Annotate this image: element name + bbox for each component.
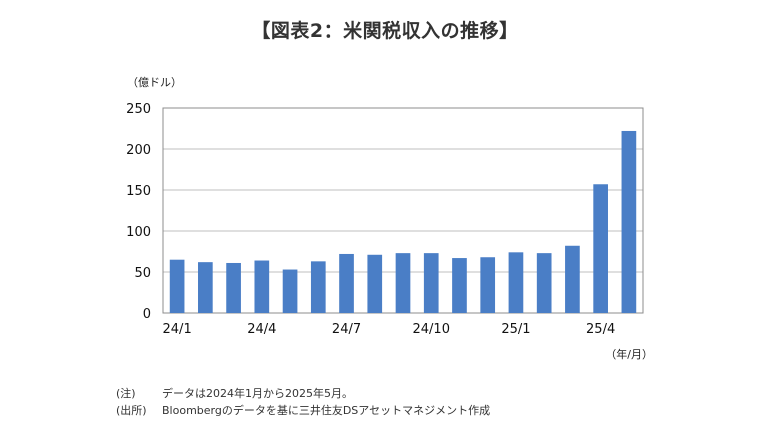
x-tick-label: 25/4 bbox=[586, 322, 615, 337]
bar bbox=[198, 262, 213, 313]
notes: (注) データは2024年1月から2025年5月。 (出所) Bloomberg… bbox=[116, 385, 490, 419]
bar bbox=[395, 253, 411, 313]
y-tick-label: 50 bbox=[134, 266, 151, 281]
note-key: (注) bbox=[116, 387, 136, 400]
bar bbox=[226, 262, 241, 313]
bar bbox=[310, 261, 326, 313]
source-key: (出所) bbox=[116, 404, 147, 417]
bar bbox=[565, 245, 580, 313]
bar bbox=[282, 269, 298, 313]
bar bbox=[254, 260, 270, 313]
y-tick-label: 250 bbox=[126, 102, 151, 117]
source-text: Bloombergのデータを基に三井住友DSアセットマネジメント作成 bbox=[162, 404, 491, 417]
x-tick-label: 24/1 bbox=[163, 322, 192, 337]
x-tick-label: 24/7 bbox=[332, 322, 361, 337]
bar bbox=[536, 253, 552, 313]
bar bbox=[367, 254, 383, 313]
bar bbox=[169, 259, 185, 313]
chart-title: 【図表2：米関税収入の推移】 bbox=[251, 20, 519, 42]
x-axis-unit: （年/月） bbox=[605, 347, 653, 361]
y-axis-unit: （億ドル） bbox=[127, 76, 182, 89]
x-tick-label: 24/10 bbox=[413, 322, 450, 337]
y-tick-label: 100 bbox=[126, 225, 151, 240]
x-tick-label: 24/4 bbox=[247, 322, 276, 337]
bar bbox=[339, 253, 354, 313]
y-tick-label: 0 bbox=[143, 307, 151, 322]
bar bbox=[593, 184, 608, 313]
note-row: (注) データは2024年1月から2025年5月。 bbox=[116, 385, 490, 402]
bar bbox=[480, 257, 496, 313]
y-tick-label: 200 bbox=[126, 143, 151, 158]
note-text: データは2024年1月から2025年5月。 bbox=[162, 387, 353, 400]
bar bbox=[621, 130, 637, 313]
x-tick-label: 25/1 bbox=[501, 322, 530, 337]
bar bbox=[452, 258, 467, 313]
source-row: (出所) Bloombergのデータを基に三井住友DSアセットマネジメント作成 bbox=[116, 402, 490, 419]
bar bbox=[508, 252, 524, 313]
bar bbox=[423, 253, 439, 313]
y-tick-label: 150 bbox=[126, 184, 151, 199]
bar-chart: 0 50 100 150 200 250 24/1 24/4 24/7 24/10 25/1 25/4… bbox=[126, 76, 653, 361]
